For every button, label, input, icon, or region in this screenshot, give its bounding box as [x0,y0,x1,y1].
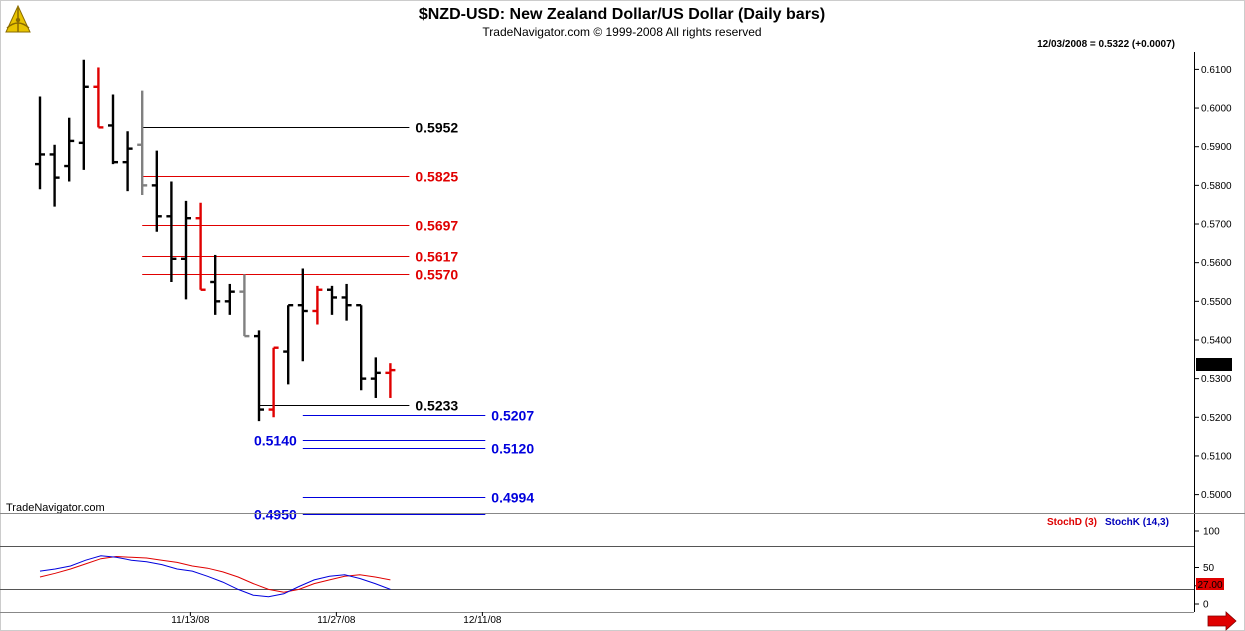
ohlc-bar [181,200,191,300]
price-tick-label: 0.6000 [1201,104,1232,115]
price-tick-label: 0.5400 [1201,335,1232,346]
ohlc-bar [49,144,60,207]
ohlc-bar [327,285,337,315]
level-label: 0.5952 [415,120,458,136]
level-label: 0.5120 [491,441,534,457]
legend-stochk: StochK (14,3) [1105,517,1169,528]
trade-navigator-sextant-logo[interactable] [5,4,31,33]
stoch-last-label: 27.00 [1197,580,1222,591]
ohlc-bar [297,268,308,362]
ohlc-bar [78,59,89,170]
date-tick-label: 11/27/08 [317,615,356,626]
scroll-right-arrow-icon[interactable] [1207,611,1237,631]
ohlc-bar [341,283,352,321]
level-lines: 0.5952 0.5825 0.5697 0.5617 0.5570 0.5233 0.52… [142,120,534,523]
price-tick-label: 0.5800 [1201,181,1232,192]
date-axis-labels: 11/13/08 11/27/08 12/11/08 [171,612,502,626]
ohlc-bar [239,274,250,338]
price-tick-label: 0.5900 [1201,142,1232,153]
ohlc-bar [254,330,264,422]
ohlc-bar [370,357,381,398]
ohlc-bar [312,285,323,325]
ohlc-bar [108,94,118,165]
level-label: 0.5617 [415,249,458,265]
ohlc-bar [210,254,221,315]
price-tick-label: 0.5500 [1201,297,1232,308]
copyright-line: TradeNavigator.com © 1999-2008 All right… [482,25,761,39]
stoch-series-line [39,555,391,598]
price-tick-label: 0.5100 [1201,451,1232,462]
price-panel: 0.6100 0.6000 0.5900 0.5800 0.5700 0.5600 0.55… [35,52,1232,523]
quote-readout: 12/03/2008 = 0.5322 (+0.0007) [1037,39,1175,50]
level-label: 0.4994 [491,490,534,506]
ohlc-bar [268,346,279,418]
last-price-badge: 0.5322 [1196,358,1232,372]
level-label: 0.5697 [415,218,458,234]
stoch-tick-label: 100 [1203,527,1220,538]
ohlc-bar [122,131,133,192]
level-label: 0.5233 [415,398,458,414]
level-label: 0.5570 [415,267,458,283]
ohlc-bar [385,363,396,398]
price-tick-label: 0.5700 [1201,220,1232,231]
ohlc-bar [35,96,45,190]
chart-title: $NZD-USD: New Zealand Dollar/US Dollar (… [419,6,825,23]
stoch-series-line [39,555,391,593]
price-tick-label: 0.5000 [1201,490,1232,501]
ohlc-bar [137,90,148,196]
watermark-text: TradeNavigator.com [6,502,105,514]
price-tick-label: 0.5600 [1201,258,1232,269]
ohlc-bar [151,150,162,232]
stoch-tick-label: 50 [1203,563,1215,574]
stoch-last-badge: 27.00 [1196,578,1224,591]
level-label: 0.5140 [254,433,297,449]
ohlc-bar [93,67,104,129]
legend-stochd: StochD (3) [1047,517,1097,528]
level-label: 0.5207 [491,408,534,424]
stoch-lines [39,555,391,598]
last-price-label: 0.5322 [1199,361,1230,372]
price-tick-label: 0.6100 [1201,65,1232,76]
price-bars [35,59,396,422]
price-tick-label: 0.5300 [1201,374,1232,385]
level-label: 0.5825 [415,169,458,185]
stoch-tick-label: 0 [1203,600,1209,611]
ohlc-bar [283,303,294,385]
stochastic-panel: StochD (3) StochK (14,3) 10050250 27.00 [0,514,1224,612]
date-tick-label: 11/13/08 [171,615,210,626]
date-tick-label: 12/11/08 [463,615,502,626]
level-label: 0.4950 [254,507,297,523]
price-tick-label: 0.5200 [1201,413,1232,424]
ohlc-bar [356,303,367,391]
ohlc-bar [64,117,75,182]
ohlc-bar [166,181,177,282]
ohlc-bar [224,283,235,315]
ohlc-bar [195,202,206,291]
price-axis-ticks: 0.6100 0.6000 0.5900 0.5800 0.5700 0.5600 0.55… [1194,65,1232,501]
